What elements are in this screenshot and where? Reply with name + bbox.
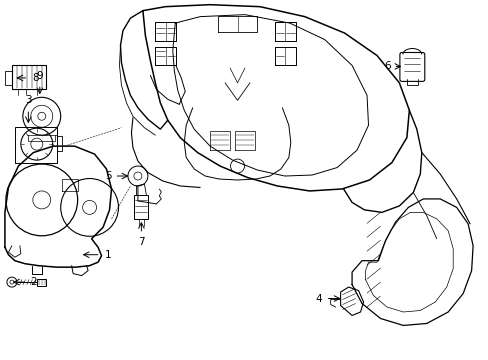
Text: 9: 9	[37, 71, 43, 81]
Text: 1: 1	[104, 250, 111, 260]
Bar	[37, 279, 46, 285]
Text: 5: 5	[104, 171, 111, 181]
Text: 3: 3	[25, 95, 32, 105]
Text: 6: 6	[383, 62, 389, 71]
Bar	[5, 71, 12, 85]
Text: 8: 8	[32, 73, 39, 83]
Bar	[12, 66, 46, 89]
Text: 2: 2	[30, 277, 37, 287]
Bar	[134, 195, 148, 219]
Text: 7: 7	[138, 237, 144, 247]
Bar	[15, 127, 57, 163]
Text: 4: 4	[315, 293, 322, 303]
